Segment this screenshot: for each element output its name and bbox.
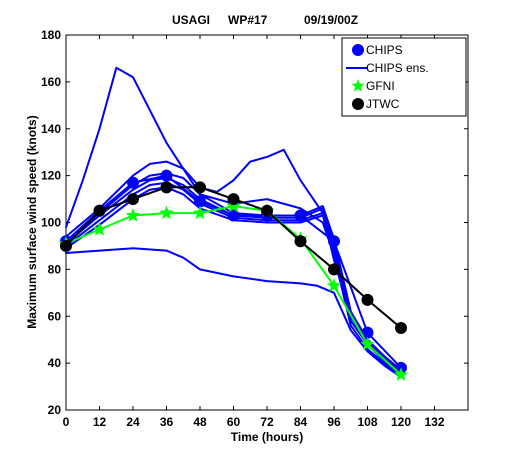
data-point — [294, 209, 307, 222]
y-tick-label: 20 — [48, 403, 62, 417]
series-chips-ens — [65, 186, 402, 379]
data-point — [159, 205, 174, 220]
data-point — [160, 181, 173, 194]
y-tick-label: 120 — [41, 169, 61, 183]
data-point — [192, 205, 208, 220]
series-jtwc — [60, 181, 407, 334]
data-point — [227, 193, 240, 206]
series-chips-ens — [65, 247, 402, 379]
legend-label: GFNI — [366, 79, 395, 93]
y-tick-label: 180 — [41, 28, 61, 42]
y-tick-label: 40 — [48, 356, 62, 370]
y-tick-label: 60 — [48, 309, 62, 323]
y-axis-label: Maximum surface wind speed (knots) — [25, 115, 39, 328]
chart-title-datetime: 09/19/00Z — [304, 13, 358, 27]
data-point — [93, 204, 106, 217]
y-tick-label: 80 — [48, 262, 62, 276]
y-tick-label: 160 — [41, 75, 61, 89]
legend: CHIPS CHIPS ens. GFNI JTWC — [341, 37, 467, 117]
data-point — [60, 239, 72, 252]
series-line — [65, 186, 402, 379]
data-point — [328, 235, 340, 248]
data-point — [328, 263, 340, 276]
x-tick-label: 24 — [126, 415, 140, 429]
x-tick-label: 132 — [424, 415, 444, 429]
x-tick-label: 60 — [227, 415, 241, 429]
data-point — [194, 181, 206, 194]
legend-label: CHIPS ens. — [366, 61, 429, 75]
chart-title-storm: USAGI — [172, 13, 210, 27]
data-point — [160, 169, 173, 182]
series-line — [65, 181, 402, 376]
y-tick-label: 100 — [41, 216, 61, 230]
x-tick-label: 48 — [193, 415, 207, 429]
legend-entry: JTWC — [352, 97, 400, 111]
data-point — [326, 278, 342, 292]
legend-star-marker — [351, 79, 365, 92]
x-tick-label: 84 — [294, 415, 308, 429]
data-point — [127, 176, 139, 189]
data-point — [227, 209, 240, 222]
x-tick-label: 72 — [260, 415, 274, 429]
x-tick-label: 0 — [63, 415, 70, 429]
legend-entry: CHIPS ens. — [346, 61, 429, 75]
legend-circle-marker — [352, 44, 364, 56]
series-line — [65, 247, 402, 379]
x-axis: 0 12 24 36 48 60 72 84 96 108 120 132 — [63, 35, 445, 429]
y-tick-label: 140 — [41, 122, 61, 136]
legend-circle-marker — [352, 98, 364, 110]
data-point — [395, 321, 407, 334]
x-tick-label: 36 — [160, 415, 174, 429]
legend-entry: GFNI — [351, 79, 395, 93]
legend-label: JTWC — [366, 97, 400, 111]
legend-entry: CHIPS — [352, 43, 403, 57]
data-point — [226, 198, 241, 213]
y-axis: 20 40 60 80 100 120 140 160 180 — [41, 28, 468, 417]
data-point — [92, 221, 107, 236]
x-tick-label: 108 — [357, 415, 377, 429]
x-axis-label: Time (hours) — [231, 430, 303, 444]
x-tick-label: 12 — [93, 415, 107, 429]
x-tick-label: 96 — [327, 415, 341, 429]
data-point — [393, 367, 409, 382]
data-point — [360, 336, 375, 351]
chart-title-advisory: WP#17 — [228, 13, 268, 27]
data-point — [261, 204, 273, 217]
legend-label: CHIPS — [366, 43, 403, 57]
data-point — [194, 195, 206, 208]
data-point — [125, 207, 141, 222]
x-tick-label: 120 — [391, 415, 411, 429]
data-point — [294, 235, 307, 248]
data-point — [127, 193, 139, 206]
series-layer — [58, 66, 409, 382]
data-point — [361, 293, 374, 306]
series-chips-ens — [65, 181, 402, 376]
